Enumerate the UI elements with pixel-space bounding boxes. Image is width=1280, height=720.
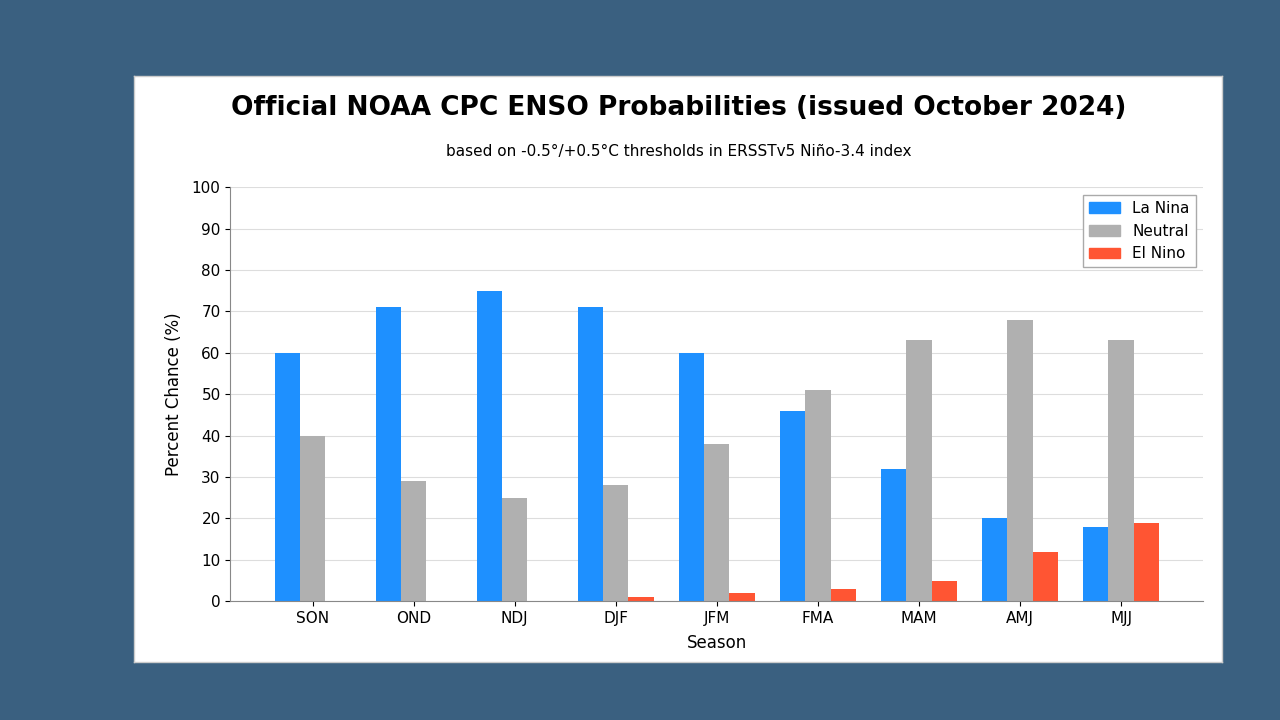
Bar bbox=[502, 498, 527, 601]
Bar bbox=[628, 597, 654, 601]
Bar bbox=[1134, 523, 1158, 601]
Bar bbox=[932, 580, 957, 601]
Bar bbox=[678, 353, 704, 601]
Y-axis label: Percent Chance (%): Percent Chance (%) bbox=[165, 312, 183, 476]
Bar bbox=[805, 390, 831, 601]
Legend: La Nina, Neutral, El Nino: La Nina, Neutral, El Nino bbox=[1083, 195, 1196, 267]
Bar bbox=[577, 307, 603, 601]
Bar bbox=[1007, 320, 1033, 601]
Bar bbox=[401, 481, 426, 601]
Bar bbox=[1033, 552, 1057, 601]
X-axis label: Season: Season bbox=[686, 634, 748, 652]
Bar bbox=[476, 291, 502, 601]
Bar bbox=[376, 307, 401, 601]
Bar bbox=[906, 341, 932, 601]
Bar bbox=[275, 353, 300, 601]
Bar bbox=[780, 410, 805, 601]
Bar bbox=[603, 485, 628, 601]
Bar bbox=[982, 518, 1007, 601]
Text: Official NOAA CPC ENSO Probabilities (issued October 2024): Official NOAA CPC ENSO Probabilities (is… bbox=[230, 95, 1126, 121]
Bar bbox=[1083, 527, 1108, 601]
Text: based on -0.5°/+0.5°C thresholds in ERSSTv5 Niño-3.4 index: based on -0.5°/+0.5°C thresholds in ERSS… bbox=[445, 144, 911, 158]
Bar bbox=[704, 444, 730, 601]
Bar bbox=[1108, 341, 1134, 601]
Bar bbox=[831, 589, 856, 601]
Bar bbox=[300, 436, 325, 601]
Bar bbox=[730, 593, 755, 601]
Bar bbox=[881, 469, 906, 601]
